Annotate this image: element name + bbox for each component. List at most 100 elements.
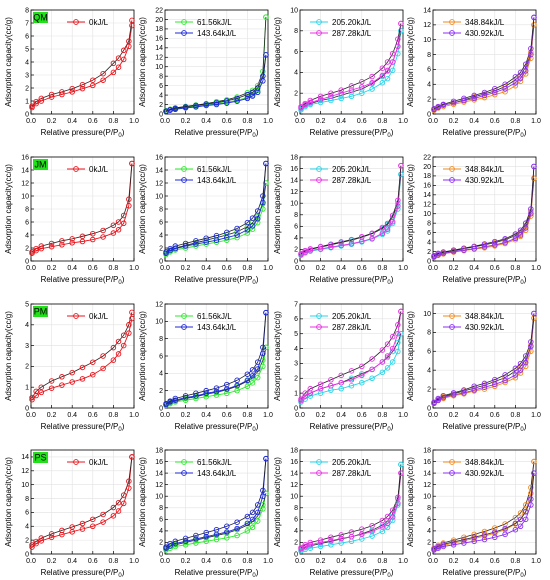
y-tick-label: 8 xyxy=(159,336,163,343)
adsorption-line xyxy=(165,182,267,255)
adsorption-line xyxy=(300,333,402,403)
desorption-point xyxy=(263,14,269,20)
desorption-point xyxy=(129,160,135,167)
desorption-point xyxy=(263,490,269,497)
desorption-point xyxy=(254,502,261,508)
adsorption-point xyxy=(203,533,209,540)
x-axis-title-sub: 0 xyxy=(118,280,122,286)
adsorption-point xyxy=(359,379,365,386)
desorption-point xyxy=(379,224,386,231)
adsorption-point xyxy=(338,535,344,542)
x-axis-title: Relative pressure(P/P0) xyxy=(443,568,527,579)
adsorption-point xyxy=(33,247,39,254)
series-287.28kJ/L xyxy=(298,162,404,258)
y-tick-label: 8 xyxy=(427,505,431,512)
adsorption-point xyxy=(384,75,391,82)
adsorption-point xyxy=(115,508,122,514)
desorption-point xyxy=(481,241,488,247)
legend-entry: 143.64kJ/L xyxy=(175,29,237,38)
subplot-r1-c1: 0.0 0.2 0.4 0.6 0.8 1.0 0 2 4 6 8 10 12 14 16 Relative … xyxy=(138,154,273,286)
x-axis-title-main: Relative pressure(P/P xyxy=(443,275,521,284)
adsorption-point xyxy=(461,540,467,546)
legend-entry: 430.92kJ/L xyxy=(443,176,505,185)
y-tick-label: 8 xyxy=(159,505,163,512)
adsorption-point xyxy=(440,543,447,550)
desorption-point xyxy=(328,90,334,96)
desorption-point xyxy=(302,542,308,548)
x-tick-label: 0.8 xyxy=(378,118,388,125)
desorption-point xyxy=(528,339,534,345)
legend-label: 0kJ/L xyxy=(89,18,109,27)
desorption-point xyxy=(263,180,269,186)
y-tick-label: 0 xyxy=(159,258,163,265)
desorption-point xyxy=(531,163,537,170)
x-axis-title-tail: ) xyxy=(122,568,125,577)
desorption-point xyxy=(203,235,209,241)
desorption-point xyxy=(398,461,404,468)
desorption-point xyxy=(517,516,524,523)
adsorption-point xyxy=(203,390,209,397)
y-axis-title: Adsorption capacity(cc/g) xyxy=(4,457,13,547)
adsorption-line xyxy=(165,163,267,254)
series-287.28kJ/L xyxy=(298,308,404,404)
adsorption-point xyxy=(317,539,324,546)
x-axis-title: Relative pressure(P/P0) xyxy=(175,128,259,139)
y-tick-label: 14 xyxy=(155,470,163,477)
adsorption-point xyxy=(307,545,314,551)
subplot-r1-c3: 0.0 0.2 0.4 0.6 0.8 1.0 0 2 4 6 8 10 12 14 16 18 20 22 Rel… xyxy=(406,154,541,286)
x-tick-label: 0.8 xyxy=(243,265,253,272)
adsorption-point xyxy=(522,516,529,523)
desorption-point xyxy=(502,81,508,88)
adsorption-point xyxy=(234,525,240,532)
adsorption-line xyxy=(31,456,133,548)
desorption-point xyxy=(338,372,344,379)
plot-frame xyxy=(299,156,404,262)
desorption-point xyxy=(182,104,189,110)
subplot-r2-c3: 0.0 0.2 0.4 0.6 0.8 1.0 0 2 4 6 8 10 Relative pressu… xyxy=(406,303,541,433)
y-tick-label: 1 xyxy=(294,390,298,397)
y-tick-label: 2 xyxy=(25,245,29,252)
desorption-point xyxy=(398,330,404,337)
adsorption-point xyxy=(435,397,441,404)
x-axis-title-sub: 0 xyxy=(252,133,256,139)
legend-marker xyxy=(316,166,322,172)
desorption-point xyxy=(249,89,256,96)
x-tick-label: 0.6 xyxy=(490,118,500,125)
desorption-point xyxy=(471,92,477,99)
sample-tag: PM xyxy=(33,306,48,317)
desorption-point xyxy=(369,356,375,362)
y-tick-label: 18 xyxy=(155,447,163,454)
adsorption-line xyxy=(165,54,267,113)
desorption-point xyxy=(234,95,240,102)
adsorption-point xyxy=(338,385,344,392)
x-tick-label: 0.8 xyxy=(511,558,521,565)
adsorption-point xyxy=(254,215,261,222)
desorption-point xyxy=(389,50,396,57)
desorption-point xyxy=(398,308,404,315)
legend-entry: 205.20kJ/L xyxy=(310,312,372,321)
desorption-point xyxy=(435,543,441,550)
x-tick-label: 0.0 xyxy=(26,558,36,565)
x-axis-title-main: Relative pressure(P/P xyxy=(443,568,521,577)
series-0kJ/L xyxy=(29,309,135,403)
desorption-point xyxy=(126,196,132,202)
desorption-point xyxy=(29,103,35,109)
desorption-point xyxy=(263,52,269,58)
desorption-point xyxy=(302,100,308,107)
y-tick-label: 4 xyxy=(159,92,163,99)
legend-marker xyxy=(73,459,79,465)
y-tick-label: 16 xyxy=(155,36,163,43)
x-tick-label: 1.0 xyxy=(531,265,541,272)
desorption-point xyxy=(481,89,488,96)
y-tick-label: 12 xyxy=(21,468,29,475)
x-tick-label: 0.4 xyxy=(67,265,77,272)
desorption-point xyxy=(224,523,230,530)
adsorption-point xyxy=(182,394,189,401)
legend-entry: 287.28kJ/L xyxy=(310,323,372,332)
adsorption-point xyxy=(492,534,498,540)
desorption-point xyxy=(100,511,106,518)
desorption-point xyxy=(298,396,304,402)
desorption-line xyxy=(31,163,133,253)
desorption-point xyxy=(244,223,251,230)
x-tick-label: 0.6 xyxy=(88,265,98,272)
